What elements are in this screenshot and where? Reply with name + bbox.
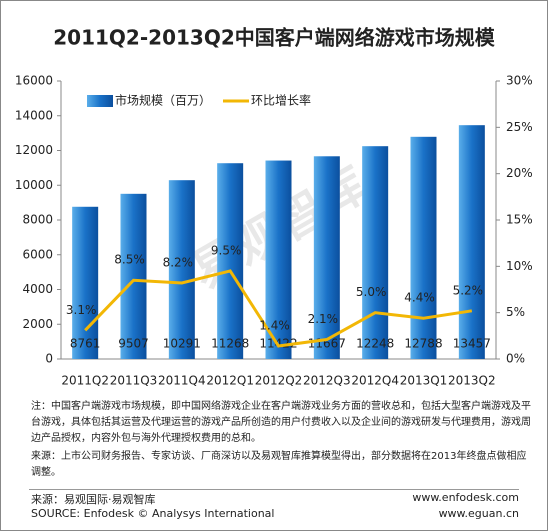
chart-title: 2011Q2-2013Q2中国客户端网络游戏市场规模 [53,26,495,50]
x-tick-label: 2011Q4 [158,374,206,388]
y-tick-label: 12000 [15,143,53,157]
line-label: 8.5% [114,253,145,267]
url: www.enfodesk.com [412,491,519,504]
bar [120,193,147,359]
line-label: 3.1% [66,303,97,317]
note: 注：中国客户端游戏市场规模，即中国网络游戏企业在客户端游戏业务方面的营收总和，包… [31,401,531,444]
separator [29,489,519,490]
x-tick-label: 2012Q3 [303,374,351,388]
line [84,269,473,348]
bar [217,163,244,359]
y2-tick-label: 10% [506,259,533,273]
bar-label: 8761 [70,337,101,351]
y2-tick-label: 20% [506,166,533,180]
x-tick-label: 2011Q2 [61,374,109,388]
legend-label: 环比增长率 [251,93,311,108]
line-label: 8.2% [163,256,194,270]
y-tick-label: 10000 [15,178,53,192]
line-label: 9.5% [211,243,242,257]
y-tick-label: 4000 [22,282,53,296]
line-label: 5.0% [356,285,387,299]
bar [313,156,340,359]
y2-tick-label: 15% [506,213,533,227]
bar-label: 11268 [211,337,249,351]
bar [168,180,195,359]
x-tick-label: 2011Q3 [110,374,158,388]
line-label: 1.4% [259,319,290,333]
legend-label: 市场规模（百万） [115,93,211,108]
y2-tick-label: 25% [506,120,533,134]
bar-label: 12788 [404,337,442,351]
x-tick-label: 2012Q2 [255,374,303,388]
chart: 2011Q2-2013Q2中国客户端网络游戏市场规模 易观智库 02000400… [15,26,533,388]
x-tick-label: 2013Q2 [448,374,496,388]
y-tick-label: 6000 [22,247,53,261]
x-tick-label: 2012Q1 [206,374,254,388]
y2-tick-label: 30% [506,74,533,88]
bar-label: 13457 [453,337,491,351]
bar [410,136,437,359]
line-label: 4.4% [404,291,435,305]
bar [362,146,389,359]
y-tick-label: 14000 [15,108,53,122]
y-tick-label: 0 [45,352,53,366]
url: www.eguan.cn [438,507,519,520]
bar-label: 10291 [163,337,201,351]
y2-tick-label: 0% [506,352,525,366]
bar-label: 12248 [356,337,394,351]
bar-label: 9507 [118,337,149,351]
source: 来源：易观国际·易观智库 [31,493,156,506]
legend-swatch [87,95,113,107]
bar [72,206,99,359]
source: SOURCE: Enfodesk © Analysys Internationa… [31,507,275,520]
y-tick-label: 16000 [15,74,53,88]
x-tick-label: 2013Q1 [400,374,448,388]
y-tick-label: 2000 [22,317,53,331]
bar [265,160,292,359]
line-label: 5.2% [453,283,484,297]
x-tick-label: 2012Q4 [351,374,399,388]
y2-tick-label: 5% [506,305,525,319]
y-tick-label: 8000 [22,213,53,227]
note: 来源：上市公司财务报告、专家访谈、厂商深访以及易观智库推算模型得出，部分数据将在… [31,451,527,478]
bar [458,125,485,359]
line-label: 2.1% [308,312,339,326]
